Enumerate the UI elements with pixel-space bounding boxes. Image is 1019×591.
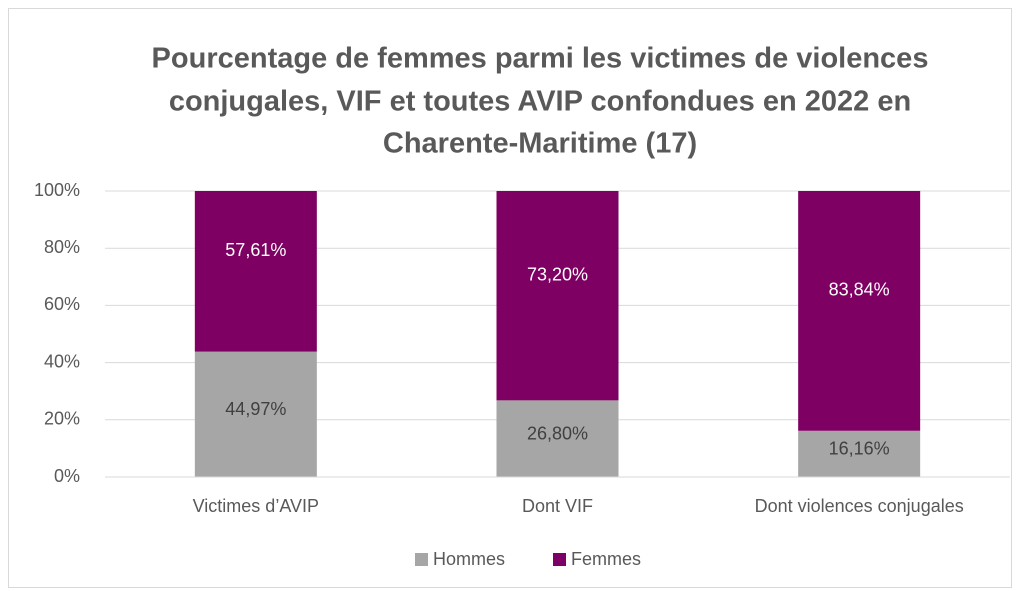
data-label: 26,80%: [527, 423, 588, 443]
chart-title: conjugales, VIF et toutes AVIP confondue…: [169, 86, 911, 118]
bar-segment: [496, 400, 619, 477]
bar-segment: [798, 191, 921, 431]
chart-title: Charente-Maritime (17): [383, 128, 697, 160]
y-tick-label: 20%: [44, 409, 80, 429]
y-tick-label: 0%: [54, 466, 80, 486]
data-label: 83,84%: [829, 280, 890, 300]
legend-swatch: [553, 553, 566, 566]
bar-segment: [194, 191, 317, 352]
chart-title: Pourcentage de femmes parmi les victimes…: [152, 43, 929, 75]
bar-segment: [194, 351, 317, 477]
legend-label: Femmes: [571, 549, 641, 569]
data-label: 57,61%: [225, 240, 286, 260]
bar-segment: [496, 191, 619, 401]
y-tick-label: 100%: [34, 180, 80, 200]
bar-segment: [798, 430, 921, 477]
data-label: 73,20%: [527, 264, 588, 284]
legend-label: Hommes: [433, 549, 505, 569]
data-label: 16,16%: [829, 439, 890, 459]
data-label: 44,97%: [225, 399, 286, 419]
y-tick-label: 40%: [44, 351, 80, 371]
y-tick-label: 60%: [44, 294, 80, 314]
legend-swatch: [415, 553, 428, 566]
x-tick-label: Dont VIF: [522, 496, 593, 516]
x-tick-label: Dont violences conjugales: [755, 496, 964, 516]
x-tick-label: Victimes d’AVIP: [193, 496, 319, 516]
y-tick-label: 80%: [44, 237, 80, 257]
